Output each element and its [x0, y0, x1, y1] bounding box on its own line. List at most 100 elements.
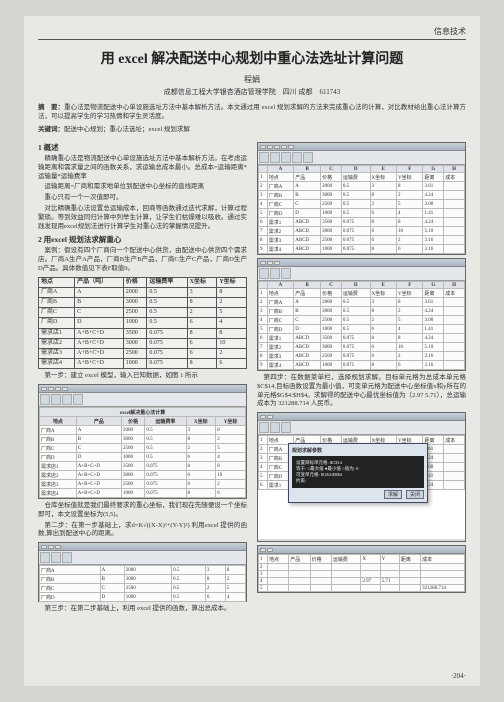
- cell: ABCD: [294, 361, 321, 370]
- cell: [331, 571, 360, 578]
- cell: 4: [259, 578, 268, 585]
- cell: X坐标: [370, 173, 396, 182]
- cell: 8: [217, 328, 247, 338]
- col-header: 地点: [40, 417, 77, 426]
- cell: 运输费: [341, 173, 370, 182]
- ss-ribbon: [258, 267, 465, 281]
- step-3: 第三步：在第二步基础上，利用 excel 提供的函数，算出总成本。: [38, 605, 247, 614]
- ss-grid: excel解决重心法计算 地点产品价格运输费率X坐标Y坐标 厂商AA20000.…: [39, 407, 246, 498]
- cell: 0.075: [341, 343, 370, 352]
- cell: 3.16: [423, 245, 444, 254]
- cell: 7: [259, 227, 268, 236]
- toolbar-button: [48, 387, 54, 391]
- solve-button[interactable]: 求解: [384, 490, 402, 499]
- cell: 0.5: [341, 182, 370, 191]
- col-header: 价格: [123, 277, 147, 287]
- excel-screenshot-1: excel解决重心法计算 地点产品价格运输费率X坐标Y坐标 厂商AA20000.…: [38, 384, 247, 499]
- cell: 10: [397, 343, 423, 352]
- cell: [444, 343, 465, 352]
- cell: 2500: [321, 316, 342, 325]
- cell: 6: [397, 245, 423, 254]
- cell: 0.5: [147, 318, 187, 328]
- col-header: 运输费率: [145, 417, 186, 426]
- cell: A: [294, 298, 321, 307]
- cell: [399, 564, 420, 571]
- cell: 厂商A: [39, 287, 75, 297]
- cell: [331, 585, 360, 592]
- cell: A+B+C+D: [76, 471, 121, 480]
- ss1-title: excel解决重心法计算: [40, 408, 246, 417]
- cell: 8: [217, 287, 247, 297]
- cell: [310, 578, 331, 585]
- cell: 成本: [421, 555, 465, 564]
- cell: 0.5: [172, 566, 206, 575]
- cell: 5: [259, 585, 268, 592]
- dialog-body: 设置目标单元格: $C$14 等于: ○最大值 ●最小值 ○值为: 0 可变单元…: [292, 456, 424, 487]
- cell: 4: [216, 453, 246, 462]
- cell: 6: [205, 593, 225, 602]
- ribbon-group: [40, 552, 50, 563]
- cell: 2500: [321, 236, 342, 245]
- ribbon-group: [62, 394, 72, 405]
- cell: A+B+C+D: [76, 480, 121, 489]
- cell: 2: [225, 575, 245, 584]
- paragraph: 对比精确重心法设置总运输成本，回商等函数通过迭代求解，计算过程繁琐。等到效益同归…: [38, 205, 247, 231]
- cell: [444, 200, 465, 209]
- cell: 产品: [294, 173, 321, 182]
- cell: A: [100, 566, 124, 575]
- ribbon-group: [292, 152, 302, 163]
- cell: 4: [259, 316, 268, 325]
- col-header: Y坐标: [217, 277, 247, 287]
- toolbar-button: [48, 545, 54, 549]
- cell: [310, 585, 331, 592]
- ss-toolbar: [39, 543, 246, 551]
- cell: 5.10: [423, 227, 444, 236]
- paragraph: 运输距离=厂商和需求地单位到配送中心坐标的直线距离: [38, 183, 247, 192]
- cell: D: [294, 209, 321, 218]
- ss-toolbar: [39, 385, 246, 393]
- cell: [444, 209, 465, 218]
- col-header: C: [321, 282, 342, 289]
- cell: 厂商A: [267, 182, 293, 191]
- ribbon-group: [51, 394, 61, 405]
- cell: [380, 571, 399, 578]
- cell: ABCD: [294, 343, 321, 352]
- cell: [361, 564, 380, 571]
- cell: 5.71: [380, 578, 399, 585]
- cell: 4.24: [423, 334, 444, 343]
- ss-toolbar: [258, 143, 465, 151]
- close-button[interactable]: 关闭: [406, 490, 424, 499]
- cell: 3500: [321, 334, 342, 343]
- cell: 8: [186, 489, 216, 498]
- cell: [268, 585, 289, 592]
- col-header: F: [397, 282, 423, 289]
- cell: D: [76, 453, 121, 462]
- toolbar-button: [260, 415, 266, 419]
- cell: 8: [225, 566, 245, 575]
- col-header: 产品（吨）: [75, 277, 124, 287]
- excel-screenshot-5: 1地点产品价格运输费X坐标Y坐标距离成本2厂商AA20000.5383.613厂…: [257, 412, 466, 542]
- cell: 8: [186, 435, 216, 444]
- cell: 3000: [321, 227, 342, 236]
- cell: 2500: [124, 584, 171, 593]
- cell: C: [76, 444, 121, 453]
- cell: C: [100, 584, 124, 593]
- cell: [289, 585, 310, 592]
- cell: 8: [187, 297, 217, 307]
- cell: 0.5: [341, 316, 370, 325]
- cell: [331, 578, 360, 585]
- cell: [331, 564, 360, 571]
- cell: 需求店3: [40, 480, 77, 489]
- cell: 6: [370, 352, 396, 361]
- ss-grid: ABCDEFGH 1地点产品价格运输费X坐标Y坐标距离成本2厂商AA20000.…: [258, 281, 465, 370]
- cell: 3: [205, 566, 225, 575]
- cell: 3000: [124, 575, 171, 584]
- cell: 2: [259, 564, 268, 571]
- cell: 距离: [423, 289, 444, 298]
- cell: 8: [397, 182, 423, 191]
- cell: 6: [217, 359, 247, 369]
- cell: C: [75, 308, 124, 318]
- cell: D: [75, 318, 124, 328]
- cell: 6: [370, 325, 396, 334]
- cell: 8: [370, 245, 396, 254]
